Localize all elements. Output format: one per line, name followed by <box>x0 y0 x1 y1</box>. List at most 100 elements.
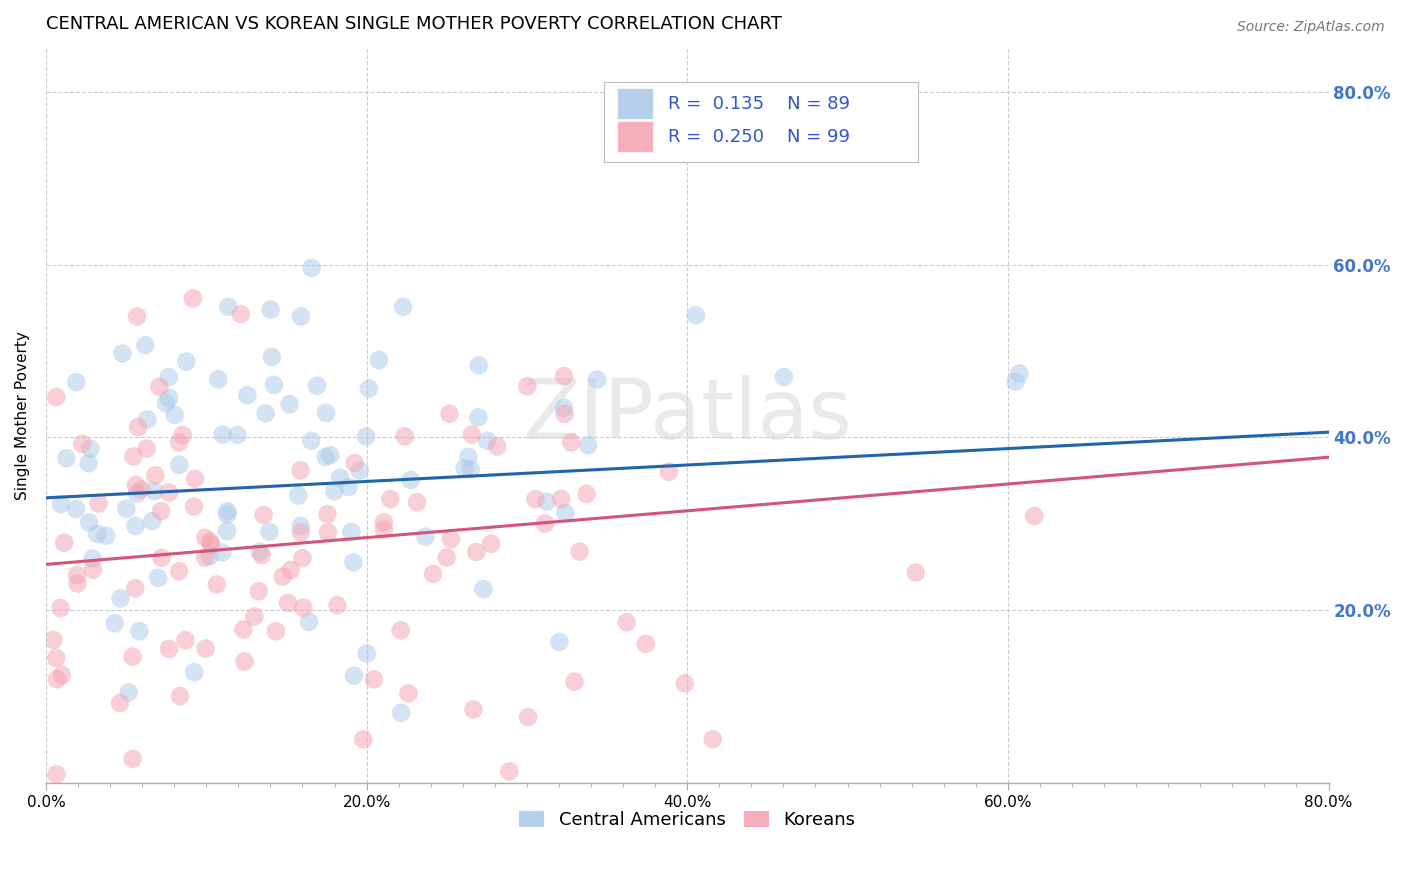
Point <box>406 495 429 509</box>
Point <box>82 563 104 577</box>
Point <box>291 551 314 566</box>
Point <box>247 584 270 599</box>
Point <box>392 300 415 314</box>
Point <box>278 397 301 411</box>
Point <box>136 412 159 426</box>
Point <box>259 524 281 539</box>
Point <box>568 544 591 558</box>
Point <box>87 496 110 510</box>
Point <box>389 706 412 720</box>
Point <box>356 647 378 661</box>
Point <box>486 440 509 454</box>
Point <box>129 483 152 497</box>
Y-axis label: Single Mother Poverty: Single Mother Poverty <box>15 331 30 500</box>
Point <box>373 515 395 529</box>
Point <box>46 673 69 687</box>
Point <box>94 529 117 543</box>
Point <box>564 674 586 689</box>
Point <box>422 567 444 582</box>
Point <box>167 435 190 450</box>
Point <box>174 354 197 368</box>
Point <box>66 576 89 591</box>
Point <box>467 358 489 372</box>
FancyBboxPatch shape <box>617 121 652 152</box>
Point <box>536 494 558 508</box>
Point <box>183 665 205 679</box>
Point <box>1008 367 1031 381</box>
Point <box>254 406 277 420</box>
Point <box>467 410 489 425</box>
Point <box>305 379 328 393</box>
Point <box>127 420 149 434</box>
Point <box>316 507 339 521</box>
Point <box>51 668 73 682</box>
Point <box>553 369 575 384</box>
Point <box>479 537 502 551</box>
Point <box>290 310 312 324</box>
Point <box>634 637 657 651</box>
Point <box>277 596 299 610</box>
Point <box>157 641 180 656</box>
Point <box>290 519 312 533</box>
Point <box>143 484 166 499</box>
Point <box>357 382 380 396</box>
Point <box>550 491 572 506</box>
Point <box>368 353 391 368</box>
Point <box>548 635 571 649</box>
Point <box>380 491 402 506</box>
Point <box>702 732 724 747</box>
Point <box>319 448 342 462</box>
Point <box>121 752 143 766</box>
Point <box>143 468 166 483</box>
Point <box>290 463 312 477</box>
Point <box>45 651 67 665</box>
Point <box>55 451 77 466</box>
Point <box>148 380 170 394</box>
Point <box>45 767 67 781</box>
Point <box>315 406 337 420</box>
Point <box>49 497 72 511</box>
Point <box>301 260 323 275</box>
Point <box>399 473 422 487</box>
Point <box>42 632 65 647</box>
Point <box>342 555 364 569</box>
Point <box>299 434 322 448</box>
Point <box>292 600 315 615</box>
Point <box>616 615 638 630</box>
Point <box>439 407 461 421</box>
Point <box>363 673 385 687</box>
Point <box>290 525 312 540</box>
Point <box>461 427 484 442</box>
Point <box>340 524 363 539</box>
Point <box>127 310 149 324</box>
Point <box>394 429 416 443</box>
Point <box>252 508 274 522</box>
Point <box>118 685 141 699</box>
Point <box>373 523 395 537</box>
Point <box>217 508 239 522</box>
Point <box>463 702 485 716</box>
Point <box>524 491 547 506</box>
Point <box>184 472 207 486</box>
Point <box>211 427 233 442</box>
Point <box>157 391 180 405</box>
Point <box>217 300 239 314</box>
Point <box>121 649 143 664</box>
Text: CENTRAL AMERICAN VS KOREAN SINGLE MOTHER POVERTY CORRELATION CHART: CENTRAL AMERICAN VS KOREAN SINGLE MOTHER… <box>46 15 782 33</box>
Point <box>554 407 576 421</box>
Point <box>243 609 266 624</box>
Point <box>465 545 488 559</box>
Point <box>146 571 169 585</box>
Point <box>271 569 294 583</box>
Point <box>65 501 87 516</box>
Point <box>415 530 437 544</box>
Point <box>150 550 173 565</box>
Point <box>658 465 681 479</box>
Point <box>205 577 228 591</box>
Point <box>553 401 575 415</box>
Point <box>453 461 475 475</box>
Point <box>211 545 233 559</box>
Point <box>517 710 540 724</box>
Point <box>183 500 205 514</box>
Point <box>516 379 538 393</box>
